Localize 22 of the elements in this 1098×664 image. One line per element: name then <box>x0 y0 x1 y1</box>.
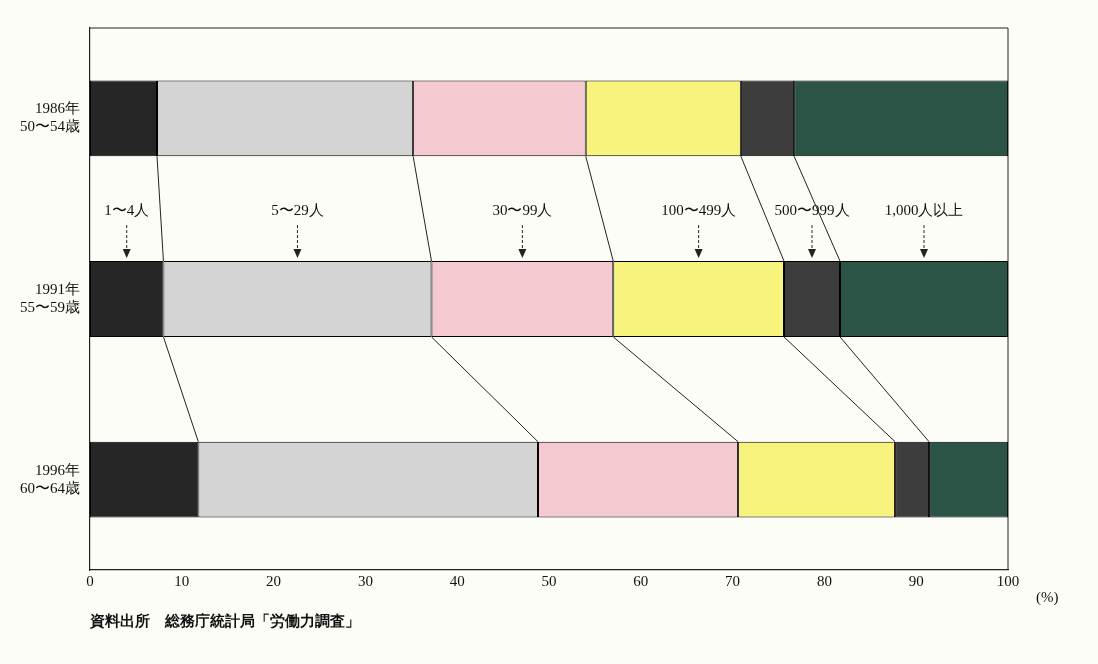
x-tick-label: 100 <box>996 572 1020 589</box>
text: 1,000人以上 <box>884 202 964 218</box>
x-tick-label: 40 <box>449 572 465 589</box>
x-tick-label: 70 <box>725 572 741 589</box>
text: 100〜499人 <box>661 202 737 218</box>
x-tick-label: 30 <box>357 572 373 589</box>
x-tick-label: 90 <box>908 572 924 589</box>
x-tick-label: 10 <box>174 572 190 589</box>
x-tick-label: 50 <box>541 572 557 589</box>
text: 1〜4人 <box>104 202 150 218</box>
x-tick-label: 60 <box>633 572 649 589</box>
x-tick-label: 0 <box>86 572 94 589</box>
y-tick-label: 1986年 50〜54歳 <box>20 100 80 135</box>
text: 500〜999人 <box>774 202 850 218</box>
y-tick-label: 1991年 55〜59歳 <box>20 280 80 315</box>
y-tick-label: 1996年 60〜64歳 <box>20 461 80 496</box>
text: 資料出所 総務庁統計局「労働力調査」 <box>89 611 360 630</box>
x-axis-title: (%) <box>1036 588 1059 606</box>
x-tick-label: 20 <box>266 572 282 589</box>
text: 5〜29人 <box>271 202 324 218</box>
text: 30〜99人 <box>492 202 553 218</box>
x-tick-label: 80 <box>816 572 832 589</box>
